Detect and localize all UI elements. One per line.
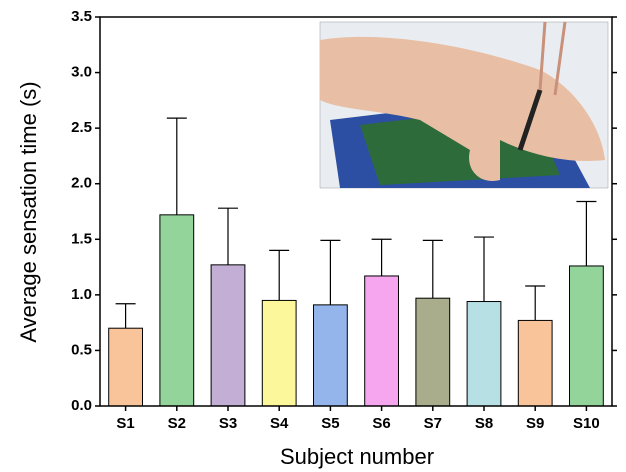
x-tick-label: S1 [116,415,134,432]
bar [211,265,245,406]
x-tick-label: S9 [526,415,544,432]
error-bar [167,118,187,215]
bar [160,215,194,406]
error-bar [218,208,238,265]
y-tick-label: 0.0 [71,397,92,414]
error-bar [474,237,494,301]
inset-photo [320,22,608,188]
error-bar [525,286,545,320]
bar [467,302,501,406]
x-axis-title: Subject number [280,444,434,469]
y-tick-label: 2.5 [71,119,92,136]
error-bar [423,240,443,298]
bar [262,300,296,406]
x-tick-label: S2 [168,415,186,432]
x-tick-label: S8 [475,415,493,432]
bar [416,298,450,406]
bar [365,276,399,406]
x-tick-label: S4 [270,415,289,432]
bar [518,320,552,406]
bar [109,328,143,406]
y-tick-label: 3.0 [71,64,92,81]
y-tick-label: 1.5 [71,230,92,247]
y-axis-title: Average sensation time (s) [16,81,41,342]
y-tick-label: 1.0 [71,286,92,303]
chart: Subject number Average sensation time (s… [0,0,626,472]
bar [314,305,348,406]
error-bar [320,240,340,304]
y-tick-label: 2.0 [71,175,92,192]
x-tick-label: S5 [321,415,339,432]
error-bar [372,239,392,276]
x-tick-label: S3 [219,415,237,432]
y-tick-label: 0.5 [71,341,92,358]
x-tick-label: S7 [424,415,442,432]
x-tick-label: S10 [573,415,600,432]
error-bar [576,201,596,265]
x-tick-label: S6 [372,415,390,432]
error-bar [269,250,289,300]
bar [570,266,604,406]
error-bar [116,304,136,328]
y-tick-label: 3.5 [71,8,92,25]
